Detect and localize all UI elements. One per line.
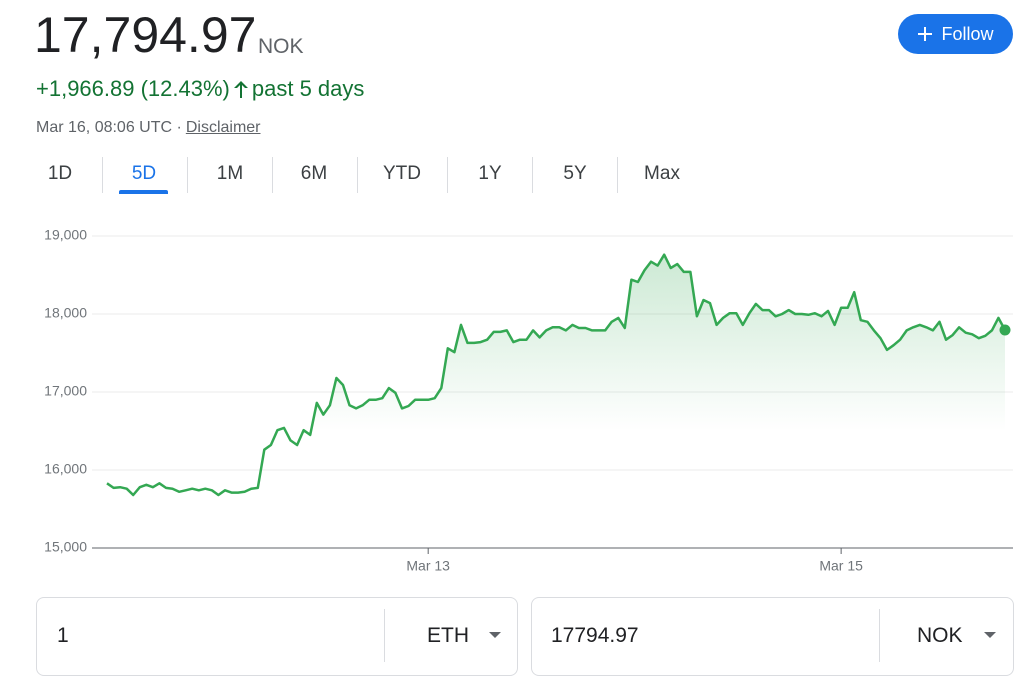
y-tick-label: 19,000: [44, 227, 87, 243]
to-amount[interactable]: 17794.97: [551, 624, 639, 647]
dropdown-caret: [984, 632, 996, 638]
to-currency[interactable]: NOK: [917, 624, 963, 647]
dropdown-caret: [489, 632, 501, 638]
tab[interactable]: 1D: [47, 163, 73, 184]
tab-separator: [272, 157, 273, 193]
divider: [384, 609, 385, 662]
y-tick-label: 17,000: [44, 383, 87, 399]
tab-separator: [187, 157, 188, 193]
tab[interactable]: 1Y: [478, 163, 502, 184]
currency: NOK: [258, 35, 304, 58]
change-row: +1,966.89 (12.43%) past 5 days: [36, 76, 364, 102]
y-tick-label: 16,000: [44, 461, 87, 477]
tab-indicator: [119, 190, 168, 194]
tab-separator: [617, 157, 618, 193]
tab-separator: [532, 157, 533, 193]
y-tick-label: 18,000: [44, 305, 87, 321]
period: past 5 days: [251, 76, 365, 101]
plus-icon: [918, 27, 933, 41]
to-box[interactable]: [531, 597, 1014, 676]
tab[interactable]: YTD: [383, 163, 421, 184]
tab-separator: [357, 157, 358, 193]
disclaimer-link[interactable]: Disclaimer: [185, 119, 261, 136]
tab-separator: [102, 157, 103, 193]
change: +1,966.89 (12.43%): [36, 76, 230, 101]
price: 17,794.97: [34, 7, 257, 63]
tab[interactable]: 5D: [131, 163, 157, 184]
x-tick-label: Mar 15: [819, 558, 863, 574]
timestamp: Mar 16, 08:06 UTC ·: [36, 119, 182, 136]
from-box[interactable]: [36, 597, 518, 676]
tab-separator: [447, 157, 448, 193]
area: [107, 254, 1005, 548]
tab[interactable]: 5Y: [563, 163, 587, 184]
tab[interactable]: 1M: [216, 163, 244, 184]
timestamp-row: Mar 16, 08:06 UTC · Disclaimer: [36, 119, 261, 137]
end-point: [999, 324, 1011, 336]
up-arrow: [233, 81, 248, 98]
x-tick-label: Mar 13: [406, 558, 450, 574]
tab[interactable]: 6M: [300, 163, 328, 184]
divider: [879, 609, 880, 662]
line: [106, 253, 1007, 497]
y-tick-label: 15,000: [44, 539, 87, 555]
follow-label: Follow: [941, 23, 994, 44]
tab[interactable]: Max: [644, 163, 680, 184]
follow-button[interactable]: Follow: [898, 14, 1013, 54]
from-currency[interactable]: ETH: [427, 624, 469, 647]
from-amount[interactable]: 1: [57, 624, 69, 647]
